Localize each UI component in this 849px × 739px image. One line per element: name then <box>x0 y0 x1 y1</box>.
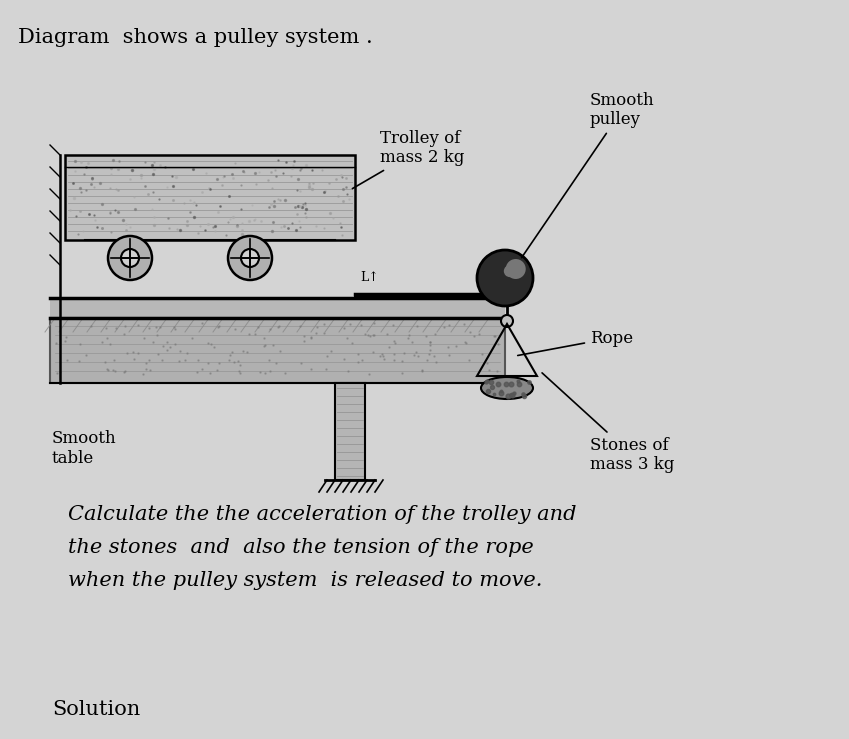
Text: Smooth
pulley: Smooth pulley <box>521 92 655 258</box>
Circle shape <box>477 250 533 306</box>
Text: Calculate the the acceleration of the trolley and: Calculate the the acceleration of the tr… <box>68 505 576 524</box>
Circle shape <box>228 236 272 280</box>
Text: L↑: L↑ <box>360 271 379 284</box>
Ellipse shape <box>481 377 533 399</box>
Circle shape <box>501 315 513 327</box>
Circle shape <box>506 259 526 279</box>
Text: Stones of
mass 3 kg: Stones of mass 3 kg <box>542 373 674 473</box>
Bar <box>335 383 365 480</box>
Circle shape <box>241 249 259 267</box>
Circle shape <box>503 265 516 277</box>
Text: Trolley of
mass 2 kg: Trolley of mass 2 kg <box>352 130 464 188</box>
Bar <box>65 155 355 240</box>
Bar <box>50 318 505 383</box>
Circle shape <box>121 249 139 267</box>
Text: Rope: Rope <box>518 330 633 355</box>
Bar <box>50 298 505 318</box>
Text: the stones  and  also the tension of the rope: the stones and also the tension of the r… <box>68 538 534 557</box>
Circle shape <box>108 236 152 280</box>
Text: Smooth
table: Smooth table <box>52 430 116 466</box>
Text: Solution: Solution <box>52 700 140 719</box>
Text: Diagram  shows a pulley system .: Diagram shows a pulley system . <box>18 28 373 47</box>
Text: when the pulley system  is released to move.: when the pulley system is released to mo… <box>68 571 543 590</box>
